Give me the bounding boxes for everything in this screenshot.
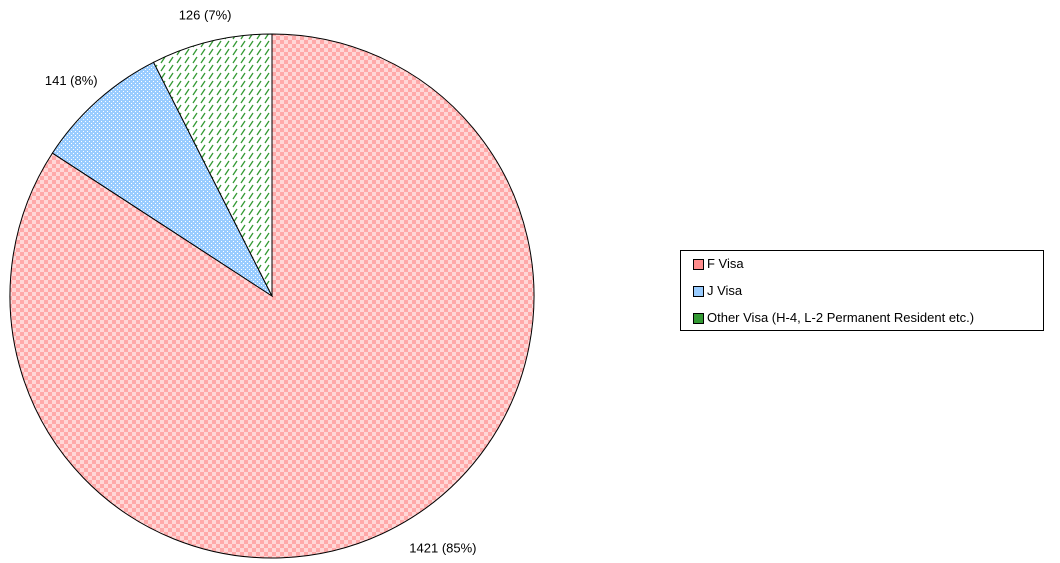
pie-slice	[51, 61, 274, 298]
legend-label: J Visa	[707, 283, 743, 298]
legend-entry: J Visa	[693, 284, 1039, 297]
legend-swatch	[693, 286, 704, 297]
legend-entry: F Visa	[693, 257, 1039, 270]
chart: 1421 (85%) 141 (8%) 126 (7%)	[9, 7, 535, 559]
legend-swatch	[693, 313, 704, 324]
legend-label: Other Visa (H-4, L-2 Permanent Resident …	[707, 310, 975, 325]
pie-slice	[152, 33, 273, 297]
legend-swatch	[693, 259, 704, 270]
data-label: 1421 (85%)	[409, 541, 476, 556]
data-label: 141 (8%)	[45, 73, 98, 88]
data-label: 126 (7%)	[179, 7, 232, 22]
legend: F Visa J Visa Other Visa (H-4, L-2 Permane…	[680, 250, 1044, 331]
legend-label: F Visa	[707, 256, 744, 271]
legend-entry: Other Visa (H-4, L-2 Permanent Resident …	[693, 311, 1039, 324]
